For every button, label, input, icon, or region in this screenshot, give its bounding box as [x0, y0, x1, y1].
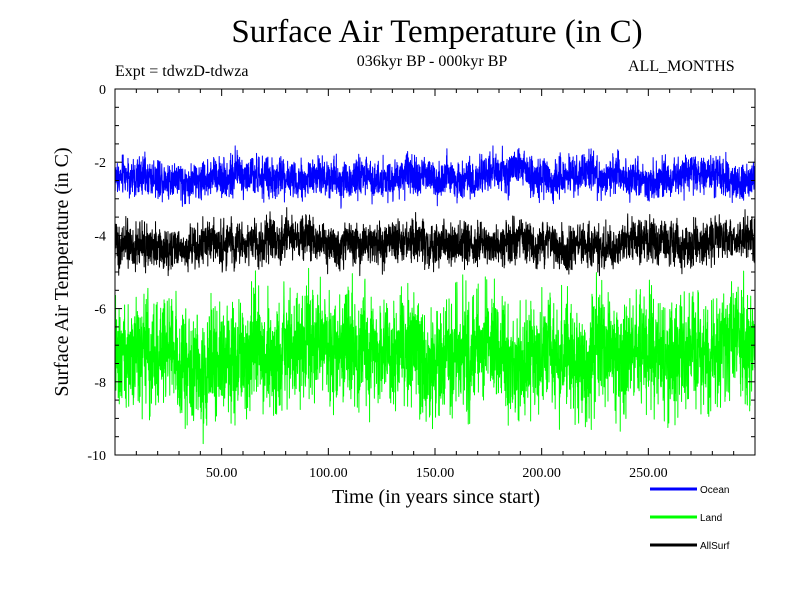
x-tick-label: 200.00 [522, 466, 561, 481]
y-tick-label: -2 [94, 156, 106, 171]
period-label: 036kyr BP - 000kyr BP [356, 53, 508, 70]
y-tick-label: -4 [94, 229, 106, 244]
x-tick-label: 150.00 [416, 466, 455, 481]
x-tick-label: 250.00 [629, 466, 668, 481]
legend-label-ocean: Ocean [700, 485, 729, 496]
x-axis-label: Time (in years since start) [332, 486, 540, 508]
legend-label-allsurf: AllSurf [700, 541, 730, 552]
x-tick-label: 50.00 [206, 466, 238, 481]
experiment-label: Expt = tdwzD-tdwza [115, 63, 249, 80]
series-line-ocean [114, 145, 756, 209]
y-tick-label: -6 [94, 303, 106, 318]
months-label: ALL_MONTHS [628, 58, 735, 75]
axes-layer: 0 -2 -4 -6 -8 -10 50.00 100.00 150.00 200.00 250.0… [87, 83, 755, 481]
legend: Ocean Land AllSurf [650, 485, 730, 552]
y-tick-label: 0 [99, 83, 106, 98]
series-line-land [114, 267, 756, 445]
legend-label-land: Land [700, 513, 722, 524]
y-axis-label: Surface Air Temperature (in C) [51, 147, 73, 396]
series-line-allsurf [114, 207, 756, 277]
y-tick-label: -8 [94, 376, 106, 391]
x-tick-label: 100.00 [309, 466, 348, 481]
y-tick-label: -10 [87, 449, 106, 464]
chart-title: Surface Air Temperature (in C) [231, 14, 643, 50]
series-layer [114, 145, 756, 445]
